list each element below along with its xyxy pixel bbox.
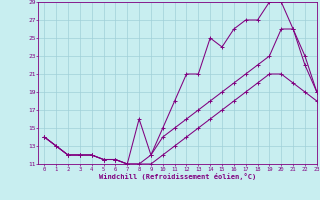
X-axis label: Windchill (Refroidissement éolien,°C): Windchill (Refroidissement éolien,°C) xyxy=(99,173,256,180)
